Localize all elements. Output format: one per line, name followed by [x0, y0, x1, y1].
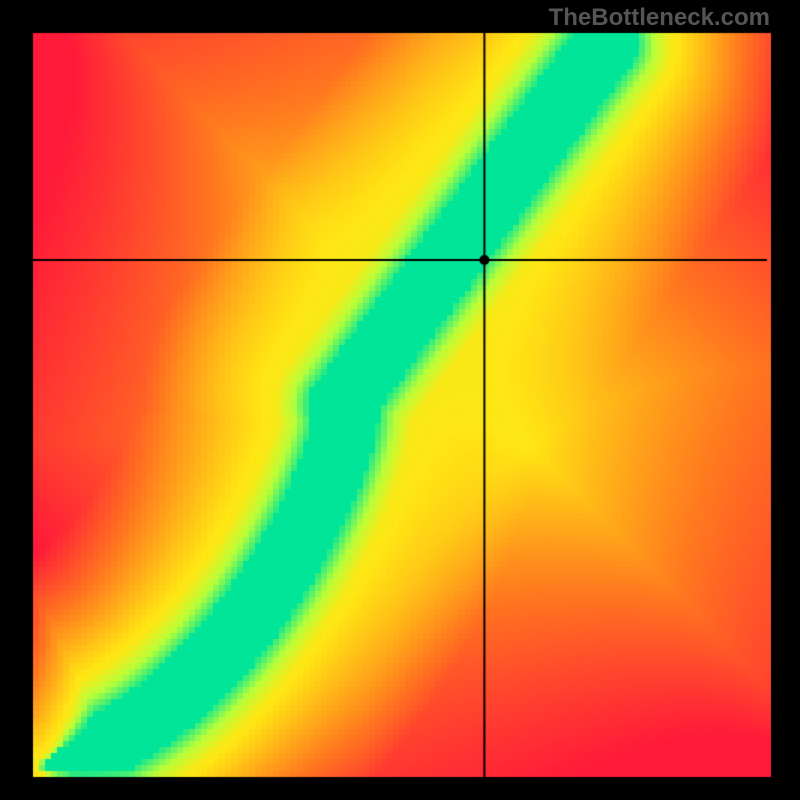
bottleneck-heatmap [0, 0, 800, 800]
watermark-text: TheBottleneck.com [549, 4, 770, 32]
chart-container: TheBottleneck.com [0, 0, 800, 800]
